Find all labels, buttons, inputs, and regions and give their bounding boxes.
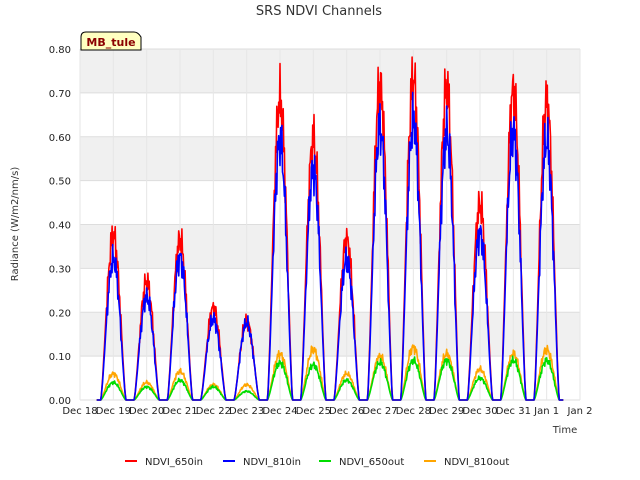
y-tick-label: 0.20 — [49, 308, 71, 319]
legend-label: NDVI_650out — [339, 457, 404, 468]
x-tick-label: Dec 21 — [162, 406, 197, 417]
x-tick-label: Dec 19 — [96, 406, 131, 417]
badge-shape — [80, 31, 142, 51]
legend-label: NDVI_810in — [243, 457, 301, 468]
legend: NDVI_650in NDVI_810in NDVI_650out NDVI_810o… — [125, 457, 509, 468]
x-tick-label: Dec 22 — [196, 406, 231, 417]
x-tick-label: Dec 29 — [429, 406, 464, 417]
y-tick-label: 0.10 — [49, 352, 71, 363]
x-tick-label: Dec 27 — [362, 406, 397, 417]
y-tick-label: 0.70 — [49, 89, 71, 100]
x-tick-label: Dec 20 — [129, 406, 164, 417]
x-tick-label: Dec 28 — [396, 406, 431, 417]
y-tick-label: 0.60 — [49, 133, 71, 144]
y-tick-label: 0.80 — [49, 45, 71, 56]
series-line-NDVI_810in — [96, 91, 564, 401]
y-tick-label: 0.40 — [49, 221, 71, 232]
chart-title: SRS NDVI Channels — [256, 4, 382, 19]
x-tick-label: Dec 18 — [62, 406, 97, 417]
y-tick-label: 0.50 — [49, 177, 71, 188]
x-tick-label: Dec 24 — [262, 406, 297, 417]
plot-band — [80, 49, 580, 93]
y-tick-label: 0.00 — [49, 396, 71, 407]
station-badge: MB_tule — [80, 31, 142, 51]
plot-band — [80, 224, 580, 269]
y-axis-label: Radiance (W/m2/nm/s) — [10, 167, 21, 282]
plot-band — [80, 136, 580, 181]
legend-label: NDVI_810out — [444, 457, 509, 468]
badge-text: MB_tule — [86, 36, 135, 49]
y-tick-label: 0.30 — [49, 264, 71, 275]
legend-label: NDVI_650in — [145, 457, 203, 468]
x-tick-label: Dec 26 — [329, 406, 364, 417]
series-lines — [96, 56, 564, 401]
x-axis-label: Time — [552, 425, 577, 436]
x-tick-label: Dec 25 — [296, 406, 331, 417]
x-tick-label: Jan 2 — [567, 406, 593, 417]
plot-band — [80, 312, 580, 357]
x-tick-label: Dec 30 — [462, 406, 497, 417]
x-tick-label: Jan 1 — [533, 406, 559, 417]
x-tick-label: Dec 23 — [229, 406, 264, 417]
y-tick-labels: 0.00 0.10 0.20 0.30 0.40 0.50 0.60 0.70 0.80 — [49, 45, 71, 407]
x-tick-label: Dec 31 — [496, 406, 531, 417]
